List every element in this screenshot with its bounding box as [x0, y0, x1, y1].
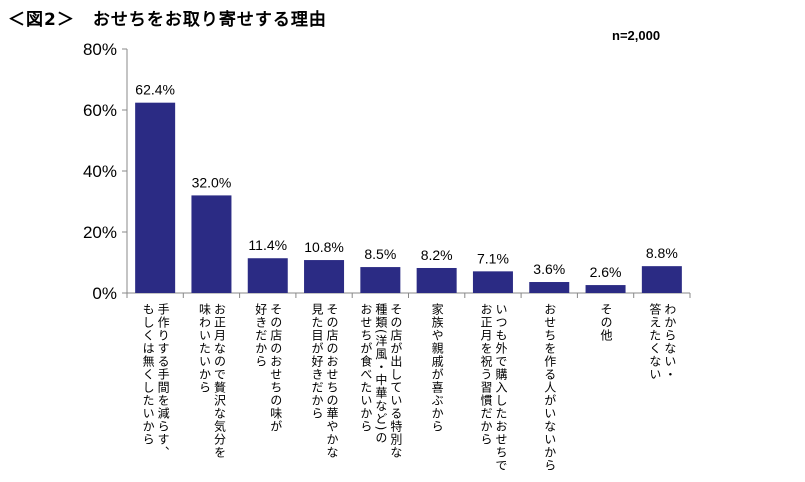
sample-size: n=2,000	[612, 28, 661, 43]
x-category-label: わからない・ 答えたくない	[647, 303, 677, 381]
data-label: 8.5%	[364, 246, 396, 262]
bar	[529, 282, 570, 293]
y-tick-label: 0%	[92, 284, 117, 303]
y-tick-label: 20%	[83, 223, 117, 242]
bar	[135, 102, 176, 294]
data-label: 8.2%	[421, 247, 453, 263]
x-category-label: お正月なので贅沢な気分を 味わいたいから	[197, 303, 227, 459]
bar	[472, 271, 513, 293]
bar	[360, 267, 401, 293]
x-category-label: いつも外で購入したおせちで お正月を祝う習慣だから	[478, 303, 508, 472]
x-category-label: その店のおせちの味が 好きだから	[253, 303, 283, 433]
data-label: 62.4%	[135, 82, 175, 98]
data-label: 11.4%	[248, 237, 287, 253]
bar	[247, 258, 288, 293]
y-tick-label: 40%	[83, 162, 117, 181]
y-tick-label: 60%	[83, 101, 117, 120]
x-category-label: その他	[599, 303, 614, 342]
data-label: 2.6%	[590, 264, 622, 280]
bar	[416, 267, 457, 293]
x-category-label: おせちを作る人がいないから	[542, 303, 557, 472]
y-tick-label: 80%	[83, 40, 117, 59]
data-label: 10.8%	[304, 239, 344, 255]
bar	[585, 285, 626, 293]
x-category-label: その店が出している特別な 種類(洋風・中華など)の おせちが食べたいから	[358, 303, 403, 459]
data-label: 32.0%	[192, 174, 232, 190]
x-category-label: 家族や親戚が喜ぶから	[430, 303, 445, 433]
x-category-label: 手作りする手間を減らす、 もしくは無くしたいから	[141, 303, 171, 459]
chart-title: ＜図2＞ おせちをお取り寄せする理由	[8, 10, 327, 30]
bar	[191, 195, 232, 293]
bar	[641, 266, 682, 293]
data-label: 8.8%	[646, 245, 678, 261]
x-category-label: その店のおせちの華やかな 見た目が好きだから	[310, 303, 340, 459]
data-label: 7.1%	[477, 250, 509, 266]
bar	[304, 260, 345, 293]
data-label: 3.6%	[533, 261, 565, 277]
